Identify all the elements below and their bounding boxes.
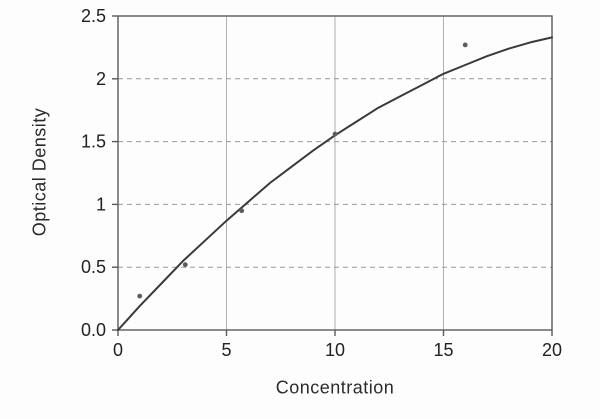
- y-tick-label: 2: [96, 69, 106, 89]
- data-point-marker: [182, 262, 188, 268]
- x-tick-label: 15: [433, 340, 453, 360]
- x-axis-title: Concentration: [275, 377, 395, 398]
- y-tick-label: 0.0: [81, 320, 106, 340]
- y-axis-title: Optical Density: [29, 107, 50, 237]
- y-tick-label: 0.5: [81, 257, 106, 277]
- data-point-marker: [332, 131, 338, 137]
- y-tick-label: 1.5: [81, 132, 106, 152]
- x-tick-label: 0: [113, 340, 123, 360]
- data-point-marker: [137, 293, 143, 299]
- x-tick-label: 5: [221, 340, 231, 360]
- data-point-marker: [239, 208, 245, 214]
- y-tick-label: 1: [96, 194, 106, 214]
- y-tick-label: 2.5: [81, 6, 106, 26]
- x-tick-label: 20: [542, 340, 562, 360]
- data-point-marker: [462, 42, 468, 48]
- x-tick-label: 10: [325, 340, 345, 360]
